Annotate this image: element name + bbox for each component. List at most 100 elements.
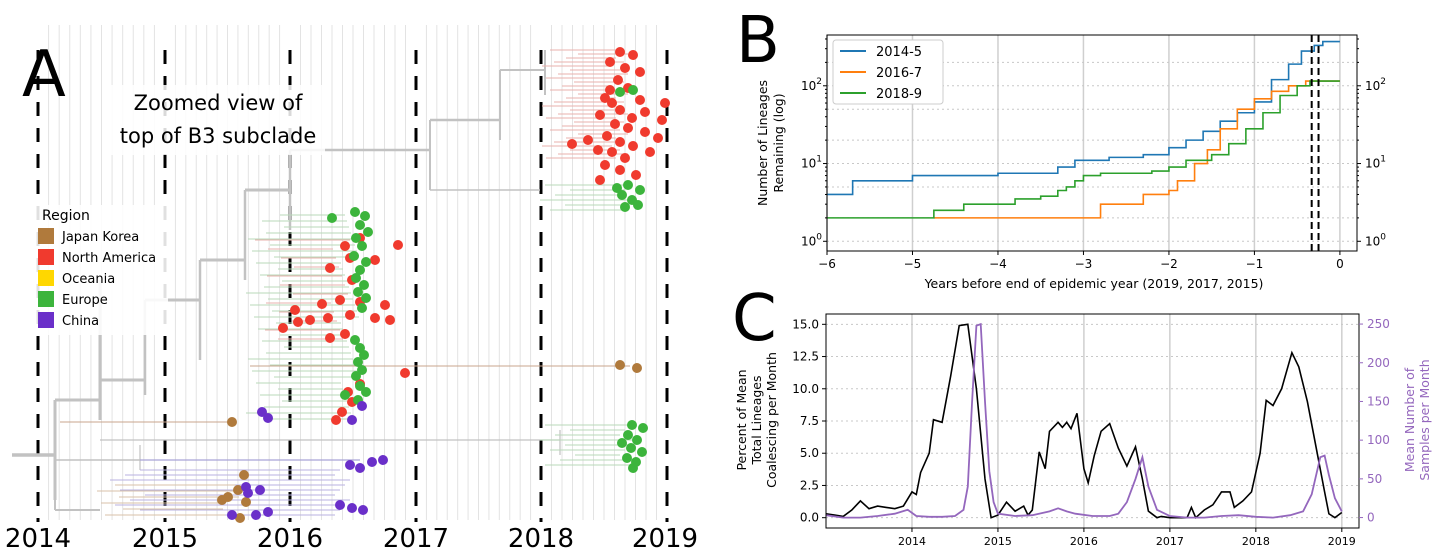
legend-swatch-japan-korea [38, 228, 54, 244]
panel-b-ytick-label: 102 [801, 77, 822, 93]
tip-europe [361, 387, 371, 397]
tip-north-america [640, 127, 650, 137]
panel-b-xtick-label: 0 [1336, 257, 1344, 271]
tip-north-america [337, 407, 347, 417]
panel-c-ytick-label-left: 0.0 [800, 511, 819, 525]
year-tick-label: 2015 [132, 524, 198, 552]
annotation-line-1: Zoomed view of [134, 91, 303, 115]
panel-b-ytick-label: 100 [1365, 232, 1386, 248]
panel-b-ylabel-line-1: Number of Lineages [755, 80, 770, 206]
tip-europe [627, 420, 637, 430]
tip-europe [622, 453, 632, 463]
tip-china [347, 503, 357, 513]
tip-europe [355, 265, 365, 275]
panel-letter-a: A [22, 38, 66, 112]
annotation-line-2: top of B3 subclade [120, 124, 317, 148]
tip-north-america [380, 300, 390, 310]
panel-b-ylabel-line-2: Remaining (log) [771, 93, 786, 192]
tip-china [378, 455, 388, 465]
tip-north-america [657, 115, 667, 125]
tip-north-america [635, 95, 645, 105]
panel-b-dashed-markers [1310, 35, 1320, 251]
tip-europe [349, 251, 359, 261]
tip-china [347, 415, 357, 425]
tip-north-america [602, 131, 612, 141]
tip-japan-korea [239, 470, 249, 480]
panel-c-ytick-label-right: 0 [1367, 511, 1375, 525]
tip-japan-korea [227, 417, 237, 427]
tip-north-america [323, 313, 333, 323]
tip-north-america [640, 107, 650, 117]
tip-europe [359, 350, 369, 360]
tip-china [335, 500, 345, 510]
tip-north-america [615, 137, 625, 147]
tip-europe [361, 293, 371, 303]
panel-b-xtick-label: −4 [989, 257, 1007, 271]
tip-japan-korea [632, 363, 642, 373]
tip-europe [637, 447, 647, 457]
tip-north-america [385, 315, 395, 325]
panel-c-ytick-label-right: 50 [1367, 472, 1382, 486]
tip-north-america [345, 310, 355, 320]
tip-north-america [595, 175, 605, 185]
panel-c-ticks: 2014 2015 2016 2017 2018 2019 0.0 2.5 5.0 7.5 10.0… [792, 317, 1390, 548]
tip-europe [632, 435, 642, 445]
panel-b-legend-label: 2018-9 [876, 87, 922, 102]
tip-north-america [335, 295, 345, 305]
panel-b-frame [826, 34, 1358, 252]
tip-north-america [293, 317, 303, 327]
panel-c-coalescence-chart: 2014 2015 2016 2017 2018 2019 0.0 2.5 5.0 7.5 10.0… [732, 282, 1432, 548]
tip-europe [357, 303, 367, 313]
tip-north-america [340, 241, 350, 251]
panel-c-series-lines [825, 322, 1343, 520]
panel-a-tree: 2014 2015 2016 2017 2018 2019 Zoomed view of … [5, 25, 698, 552]
tip-north-america [607, 98, 617, 108]
tip-europe [327, 213, 337, 223]
panel-b-xtick-label: −3 [1075, 257, 1093, 271]
tip-europe [628, 463, 638, 473]
legend-items: Japan Korea North America Oceania Europe Chi… [38, 228, 156, 329]
panel-c-ytick-label-right: 200 [1367, 356, 1390, 370]
tip-north-america [278, 323, 288, 333]
year-tick-label: 2016 [257, 524, 323, 552]
tip-north-america [607, 147, 617, 157]
annotation-backdrop [105, 85, 325, 155]
legend-swatch-china [38, 312, 54, 328]
tip-europe [359, 280, 369, 290]
panel-c-xtick-label: 2014 [898, 535, 926, 548]
year-tick-label: 2017 [383, 524, 449, 552]
panel-b-legend-items: 2014-5 2016-7 2018-9 [840, 45, 922, 102]
tip-europe [360, 211, 370, 221]
panel-c-ytick-label-left: 12.5 [792, 350, 819, 364]
tip-china [367, 457, 377, 467]
panel-c-ylabel-right-line-2: Samples per Month [1417, 359, 1432, 480]
tip-china [243, 488, 253, 498]
panel-b-ytick-label: 102 [1365, 77, 1386, 93]
panel-b-legend: 2014-5 2016-7 2018-9 [832, 39, 944, 105]
legend-swatch-europe [38, 291, 54, 307]
panel-c-ytick-label-right: 150 [1367, 394, 1390, 408]
panel-c-ytick-label-left: 2.5 [800, 478, 819, 492]
legend-label: Europe [62, 293, 108, 308]
tip-north-america [370, 313, 380, 323]
panel-c-xtick-label: 2019 [1328, 535, 1356, 548]
panel-b-lineages-chart: −6 −5 −4 −3 −2 −1 0 100 100 101 101 102 102 Years be… [736, 4, 1386, 291]
tip-europe [615, 87, 625, 97]
tip-north-america [567, 139, 577, 149]
tip-europe [628, 85, 638, 95]
panel-b-xlabel: Years before end of epidemic year (2019,… [924, 276, 1264, 291]
tip-china [345, 460, 355, 470]
panel-c-xtick-label: 2017 [1156, 535, 1184, 548]
tip-north-america [605, 85, 615, 95]
tip-europe [355, 220, 365, 230]
tip-europe [363, 227, 373, 237]
panel-b-xtick-label: −1 [1246, 257, 1264, 271]
tip-north-america [645, 147, 655, 157]
panel-c-ytick-label-left: 15.0 [792, 317, 819, 331]
tip-north-america [305, 315, 315, 325]
legend-swatch-oceania [38, 270, 54, 286]
tip-europe [633, 200, 643, 210]
panel-b-line-2018-9 [827, 80, 1340, 219]
legend-label: North America [62, 251, 156, 266]
